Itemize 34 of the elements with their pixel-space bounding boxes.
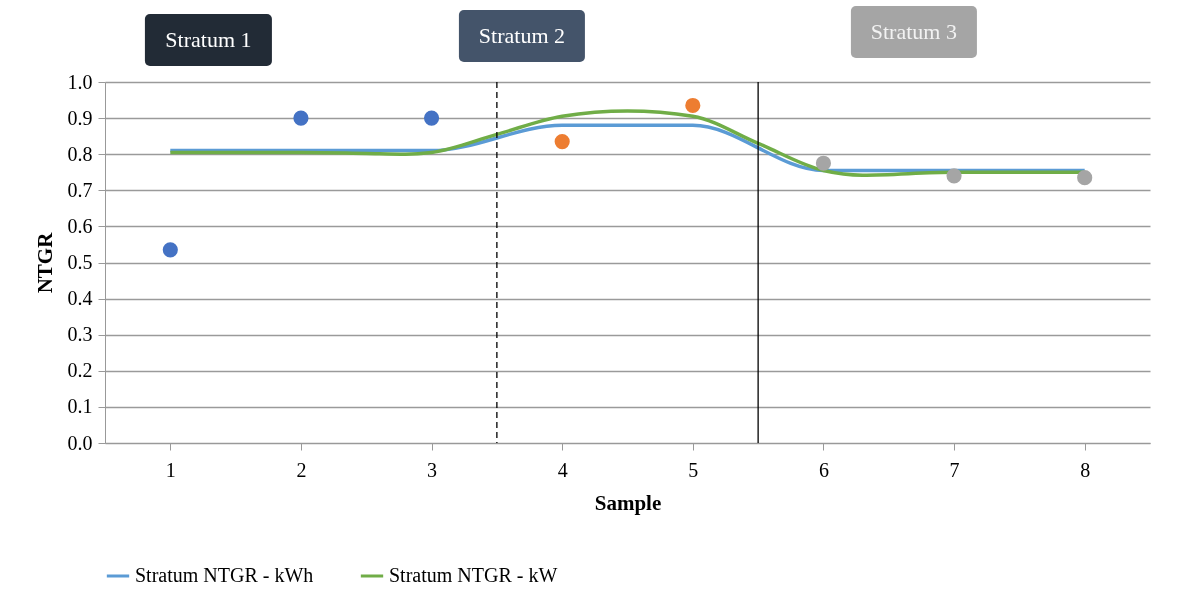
y-tick-label: 1.0 [67, 70, 93, 93]
y-tick-label: 0.5 [67, 251, 93, 273]
x-tick-label: 7 [949, 458, 960, 481]
y-tick-label: 0.0 [67, 431, 93, 454]
y-tick-label: 0.1 [67, 395, 93, 418]
legend-label: Stratum NTGR - kW [389, 564, 558, 586]
point [293, 110, 309, 126]
y-axis-title: NTGR [32, 231, 57, 294]
x-tick-label: 8 [1080, 458, 1091, 481]
y-tick-label: 0.4 [67, 287, 93, 310]
y-tick-label: 0.6 [67, 214, 93, 237]
x-tick-label: 5 [688, 458, 699, 481]
x-tick-label: 3 [427, 458, 438, 481]
x-tick-label: 2 [296, 458, 307, 481]
text: Stratum 1 [145, 14, 272, 66]
point [554, 134, 570, 150]
point [685, 97, 701, 114]
point [815, 155, 832, 171]
text: Stratum 2 [458, 10, 586, 62]
x-tick-label: 6 [818, 458, 829, 481]
y-tick-label: 0.8 [67, 142, 93, 165]
y-tick-label: 0.9 [67, 106, 93, 129]
x-axis-title: Sample [594, 490, 662, 515]
x-tick-label: 4 [557, 458, 568, 481]
point [1077, 170, 1093, 186]
x-tick-label: 1 [165, 458, 176, 481]
y-tick-label: 0.3 [67, 323, 93, 346]
point [423, 110, 440, 126]
legend-label: Stratum NTGR - kWh [135, 564, 314, 586]
point [162, 242, 178, 258]
y-tick-label: 0.7 [67, 178, 93, 201]
y-tick-label: 0.2 [67, 359, 93, 382]
point [946, 168, 962, 184]
text: Stratum 3 [850, 6, 977, 58]
